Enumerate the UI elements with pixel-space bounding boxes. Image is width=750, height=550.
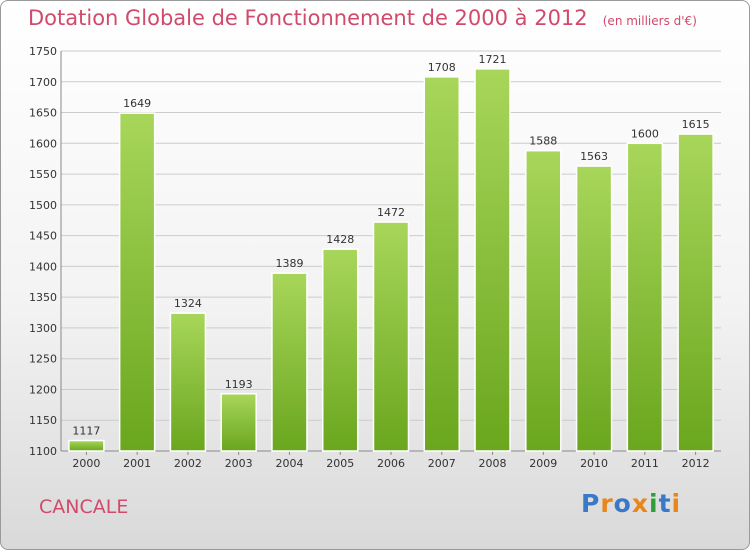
bar-2011 xyxy=(626,142,664,452)
y-tick-label: 1700 xyxy=(29,76,57,89)
bars xyxy=(68,68,714,452)
y-tick-label: 1150 xyxy=(29,414,57,427)
commune-name: CANCALE xyxy=(39,496,129,518)
brand-letter: i xyxy=(671,489,682,518)
data-label-2005: 1428 xyxy=(326,233,354,246)
data-label-2012: 1615 xyxy=(682,118,710,131)
data-label-2000: 1117 xyxy=(72,425,100,438)
title-unit: (en milliers d'€) xyxy=(602,14,697,28)
data-label-2001: 1649 xyxy=(123,97,151,110)
brand-letter: o xyxy=(613,489,632,518)
bar-2001 xyxy=(118,112,156,452)
data-label-2008: 1721 xyxy=(479,53,507,66)
bar-2002 xyxy=(169,312,207,452)
proxiti-logo: Proxiti xyxy=(581,489,681,518)
y-tick-label: 1650 xyxy=(29,107,57,120)
y-tick-label: 1400 xyxy=(29,260,57,273)
y-tick-label: 1350 xyxy=(29,291,57,304)
bar-2006 xyxy=(372,221,410,452)
x-tick-labels: 2000 2001 2002 2003 2004 2005 2006 2007 2008 2009… xyxy=(72,457,709,470)
bar-2007 xyxy=(423,76,461,452)
bar-2008 xyxy=(474,68,511,452)
x-tick-label-2011: 2011 xyxy=(631,457,659,470)
x-tick-label-2004: 2004 xyxy=(275,457,303,470)
x-tick-label-2005: 2005 xyxy=(326,457,354,470)
x-tick-label-2010: 2010 xyxy=(580,457,608,470)
y-tick-label: 1250 xyxy=(29,353,57,366)
data-label-2011: 1600 xyxy=(631,127,659,140)
y-tick-label: 1300 xyxy=(29,322,57,335)
y-tick-labels: 1100 1150 1200 1250 1300 1350 1400 1450 1500 1550… xyxy=(29,45,57,458)
x-tick-label-2007: 2007 xyxy=(428,457,456,470)
y-tick-label: 1450 xyxy=(29,230,57,243)
bar-2005 xyxy=(321,248,359,452)
brand-letter: P xyxy=(581,489,601,518)
bar-2010 xyxy=(575,165,613,452)
bar-2012 xyxy=(677,133,714,452)
x-tick-label-2012: 2012 xyxy=(682,457,710,470)
y-tick-label: 1200 xyxy=(29,383,57,396)
data-label-2010: 1563 xyxy=(580,150,608,163)
x-tick-label-2000: 2000 xyxy=(72,457,100,470)
brand-letter: r xyxy=(600,489,614,518)
x-tick-label-2008: 2008 xyxy=(479,457,507,470)
x-tick-label-2009: 2009 xyxy=(529,457,557,470)
y-tick-label: 1100 xyxy=(29,445,57,458)
data-label-2003: 1193 xyxy=(225,378,253,391)
bar-2009 xyxy=(525,149,562,452)
data-label-2009: 1588 xyxy=(529,135,557,148)
brand-letter: i xyxy=(649,489,659,518)
bar-2004 xyxy=(271,272,308,452)
x-tick-label-2006: 2006 xyxy=(377,457,405,470)
chart-title: Dotation Globale de Fonctionnement de 20… xyxy=(28,6,697,30)
bar-2000 xyxy=(68,439,105,452)
title-main: Dotation Globale de Fonctionnement de 20… xyxy=(28,6,588,30)
y-tick-label: 1550 xyxy=(29,168,57,181)
y-tick-label: 1600 xyxy=(29,137,57,150)
data-label-2006: 1472 xyxy=(377,206,405,219)
bar-2003 xyxy=(220,393,257,452)
data-label-2007: 1708 xyxy=(428,61,456,74)
brand-letter: t xyxy=(658,489,672,518)
brand-letter: x xyxy=(631,489,649,518)
y-tick-label: 1750 xyxy=(29,45,57,58)
data-label-2002: 1324 xyxy=(174,297,202,310)
data-label-2004: 1389 xyxy=(275,257,303,270)
data-labels: 1117 1649 1324 1193 1389 1428 1472 1708 1721 1588… xyxy=(72,53,709,438)
x-tick-label-2001: 2001 xyxy=(123,457,151,470)
x-tick-label-2002: 2002 xyxy=(174,457,202,470)
x-tick-label-2003: 2003 xyxy=(225,457,253,470)
y-tick-label: 1500 xyxy=(29,199,57,212)
